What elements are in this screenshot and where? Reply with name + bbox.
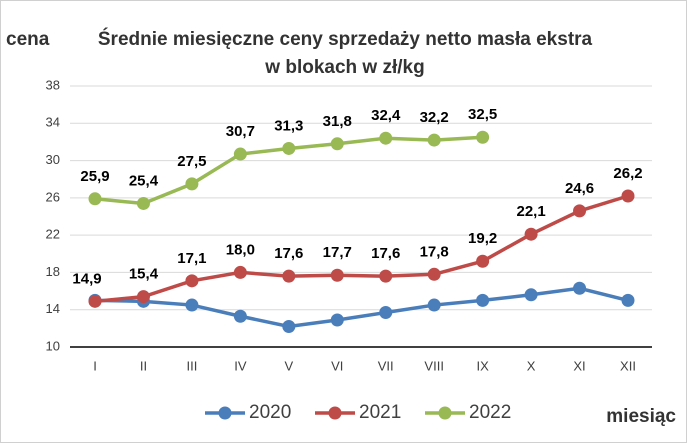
legend-label: 2021 bbox=[359, 402, 401, 423]
x-tick-label: VII bbox=[378, 358, 394, 373]
x-tick-label: III bbox=[186, 358, 197, 373]
data-label: 17,1 bbox=[177, 250, 206, 267]
data-point bbox=[330, 313, 344, 327]
x-tick-label: XI bbox=[573, 358, 585, 373]
x-tick-label: X bbox=[527, 358, 536, 373]
data-label: 27,5 bbox=[177, 153, 206, 170]
chart-title: w blokach w zł/kg bbox=[264, 57, 424, 78]
data-point bbox=[233, 147, 247, 161]
data-label: 24,6 bbox=[565, 180, 594, 197]
data-label: 14,9 bbox=[72, 270, 101, 287]
data-point bbox=[524, 227, 538, 241]
data-point bbox=[573, 204, 587, 218]
legend-marker bbox=[328, 406, 342, 420]
data-label: 30,7 bbox=[226, 123, 255, 140]
data-point bbox=[476, 254, 490, 268]
y-tick-label: 26 bbox=[46, 189, 60, 204]
y-tick-label: 22 bbox=[46, 227, 60, 242]
data-label: 31,8 bbox=[323, 113, 352, 130]
data-point bbox=[330, 268, 344, 282]
data-point bbox=[427, 298, 441, 312]
data-point bbox=[379, 269, 393, 283]
data-label: 32,4 bbox=[371, 107, 401, 124]
data-label: 17,8 bbox=[420, 243, 449, 260]
data-label: 31,3 bbox=[274, 117, 303, 134]
y-tick-label: 34 bbox=[46, 115, 60, 130]
data-point bbox=[621, 189, 635, 203]
data-point bbox=[427, 133, 441, 147]
x-tick-label: XII bbox=[620, 358, 636, 373]
y-tick-label: 10 bbox=[46, 338, 60, 353]
data-point bbox=[427, 267, 441, 281]
legend-marker bbox=[438, 406, 452, 420]
x-tick-label: VIII bbox=[424, 358, 444, 373]
data-point bbox=[282, 319, 296, 333]
x-tick-label: IX bbox=[476, 358, 489, 373]
y-axis-label: cena bbox=[6, 29, 50, 50]
legend-label: 2022 bbox=[469, 402, 511, 423]
data-point bbox=[233, 265, 247, 279]
data-point bbox=[88, 294, 102, 308]
data-point bbox=[379, 131, 393, 145]
data-label: 19,2 bbox=[468, 230, 497, 247]
y-tick-label: 30 bbox=[46, 152, 60, 167]
data-point bbox=[330, 137, 344, 151]
data-point bbox=[282, 269, 296, 283]
x-tick-label: V bbox=[284, 358, 293, 373]
data-point bbox=[88, 192, 102, 206]
data-label: 25,4 bbox=[129, 172, 159, 189]
y-tick-label: 38 bbox=[46, 77, 60, 92]
data-point bbox=[185, 177, 199, 191]
data-label: 17,6 bbox=[371, 245, 400, 262]
x-tick-label: II bbox=[140, 358, 147, 373]
data-point bbox=[233, 309, 247, 323]
data-point bbox=[136, 290, 150, 304]
data-label: 17,7 bbox=[323, 244, 352, 261]
legend-label: 2020 bbox=[249, 402, 291, 423]
data-label: 25,9 bbox=[80, 168, 109, 185]
legend-marker bbox=[218, 406, 232, 420]
data-point bbox=[621, 293, 635, 307]
x-axis-label: miesiąc bbox=[606, 406, 676, 427]
chart-title: Średnie miesięczne ceny sprzedaży netto … bbox=[98, 28, 593, 50]
data-point bbox=[379, 306, 393, 320]
data-label: 17,6 bbox=[274, 245, 303, 262]
data-label: 22,1 bbox=[516, 203, 545, 220]
series-line bbox=[94, 286, 629, 329]
data-label: 18,0 bbox=[226, 241, 255, 258]
data-point bbox=[476, 130, 490, 144]
x-tick-label: I bbox=[93, 358, 97, 373]
y-tick-label: 14 bbox=[46, 301, 60, 316]
x-tick-label: VI bbox=[331, 358, 343, 373]
data-point bbox=[185, 298, 199, 312]
data-point bbox=[476, 293, 490, 307]
y-tick-label: 18 bbox=[46, 264, 60, 279]
data-label: 26,2 bbox=[613, 165, 642, 182]
data-label: 32,2 bbox=[420, 109, 449, 126]
data-label: 15,4 bbox=[129, 266, 159, 283]
data-point bbox=[185, 274, 199, 288]
data-point bbox=[136, 196, 150, 210]
series-line bbox=[94, 194, 629, 304]
data-label: 32,5 bbox=[468, 106, 497, 123]
x-tick-label: IV bbox=[234, 358, 247, 373]
data-point bbox=[573, 281, 587, 295]
data-point bbox=[282, 141, 296, 155]
data-point bbox=[524, 288, 538, 302]
